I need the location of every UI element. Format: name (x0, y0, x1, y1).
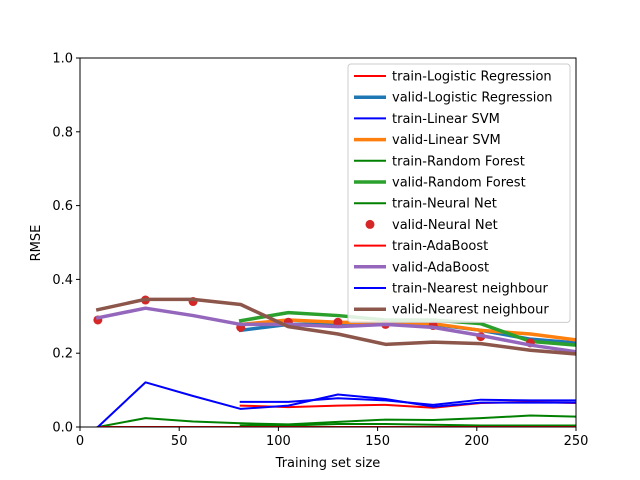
legend-label: train-Nearest neighbour (392, 282, 548, 297)
legend-label: train-AdaBoost (392, 239, 488, 254)
legend-label: valid-Nearest neighbour (392, 303, 549, 318)
legend-swatch (365, 219, 375, 229)
legend-entry: train-Linear SVM (354, 112, 500, 127)
point-valid-neural-net (333, 317, 343, 327)
legend-entry: valid-Logistic Regression (354, 91, 553, 106)
legend-label: valid-Linear SVM (392, 133, 501, 148)
y-tick-label: 0.6 (52, 199, 73, 214)
legend-entry: valid-Nearest neighbour (354, 303, 549, 318)
legend-entry: valid-Random Forest (354, 176, 526, 191)
y-tick-label: 0.2 (52, 347, 73, 362)
series-line-train-nearest-neighbour (96, 381, 576, 427)
legend-entry: train-Logistic Regression (354, 70, 552, 85)
legend-label: train-Logistic Regression (392, 70, 552, 85)
x-axis-title: Training set size (275, 456, 381, 471)
legend-label: valid-AdaBoost (392, 260, 489, 275)
legend-entry: train-Nearest neighbour (354, 282, 548, 297)
legend-label: train-Neural Net (392, 197, 497, 212)
legend-label: train-Random Forest (392, 154, 525, 169)
y-tick-label: 0.4 (52, 273, 73, 288)
x-tick-label: 0 (76, 434, 84, 449)
x-tick-label: 200 (464, 434, 489, 449)
legend-entry: train-AdaBoost (354, 239, 488, 254)
y-tick-label: 1.0 (52, 52, 73, 67)
series-line-valid-nearest-neighbour (95, 297, 576, 356)
legend-label: train-Linear SVM (392, 112, 500, 127)
plot-frame (79, 57, 577, 428)
x-tick-label: 100 (266, 434, 291, 449)
legend: train-Logistic Regression valid-Logistic … (347, 63, 571, 323)
series-line-train-neural-net (96, 414, 576, 427)
series-line-valid-linear-svm (238, 318, 576, 342)
legend-label: valid-Neural Net (392, 218, 498, 233)
series-line-train-random-forest (239, 423, 576, 427)
x-tick-label: 250 (564, 434, 589, 449)
legend-entry: valid-AdaBoost (354, 260, 489, 275)
legend-label: valid-Random Forest (392, 176, 526, 191)
x-tick-label: 150 (365, 434, 390, 449)
legend-entry: train-Neural Net (354, 197, 497, 212)
axes-layer: 0 50 100 150 200 250 0.0 0.2 0.4 0.6 0.8 1.0 (52, 52, 588, 450)
legend-box (347, 63, 571, 323)
y-tick-label: 0.8 (52, 125, 73, 140)
y-axis-title: RMSE (29, 225, 44, 262)
legend-entry: valid-Linear SVM (354, 133, 501, 148)
series-line-valid-adaboost (95, 306, 576, 354)
y-tick-label: 0.0 (52, 421, 73, 436)
legend-label: valid-Logistic Regression (392, 91, 553, 106)
legend-entry: train-Random Forest (354, 154, 525, 169)
legend-entry: valid-Neural Net (365, 218, 498, 233)
x-tick-label: 50 (171, 434, 188, 449)
